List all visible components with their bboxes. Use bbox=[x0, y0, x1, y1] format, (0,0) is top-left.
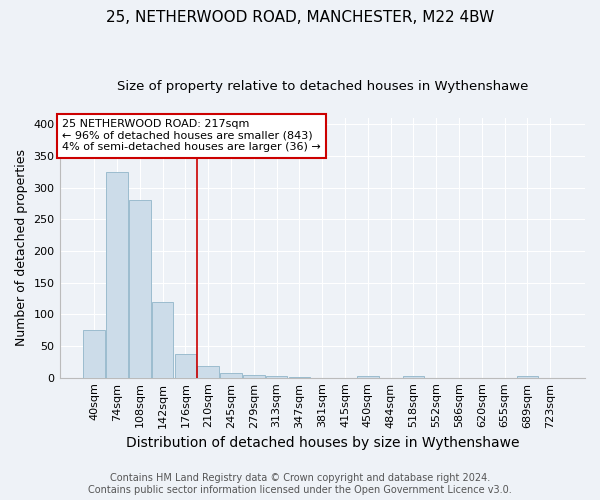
X-axis label: Distribution of detached houses by size in Wythenshawe: Distribution of detached houses by size … bbox=[125, 436, 519, 450]
Text: Contains HM Land Registry data © Crown copyright and database right 2024.
Contai: Contains HM Land Registry data © Crown c… bbox=[88, 474, 512, 495]
Title: Size of property relative to detached houses in Wythenshawe: Size of property relative to detached ho… bbox=[116, 80, 528, 93]
Bar bbox=[243, 374, 265, 378]
Bar bbox=[357, 376, 379, 378]
Text: 25, NETHERWOOD ROAD, MANCHESTER, M22 4BW: 25, NETHERWOOD ROAD, MANCHESTER, M22 4BW bbox=[106, 10, 494, 25]
Y-axis label: Number of detached properties: Number of detached properties bbox=[15, 149, 28, 346]
Bar bbox=[106, 172, 128, 378]
Bar bbox=[83, 330, 105, 378]
Bar bbox=[220, 372, 242, 378]
Bar bbox=[266, 376, 287, 378]
Bar bbox=[403, 376, 424, 378]
Bar bbox=[129, 200, 151, 378]
Bar bbox=[289, 377, 310, 378]
Bar bbox=[175, 354, 196, 378]
Bar bbox=[517, 376, 538, 378]
Bar bbox=[197, 366, 219, 378]
Bar bbox=[152, 302, 173, 378]
Text: 25 NETHERWOOD ROAD: 217sqm
← 96% of detached houses are smaller (843)
4% of semi: 25 NETHERWOOD ROAD: 217sqm ← 96% of deta… bbox=[62, 119, 321, 152]
